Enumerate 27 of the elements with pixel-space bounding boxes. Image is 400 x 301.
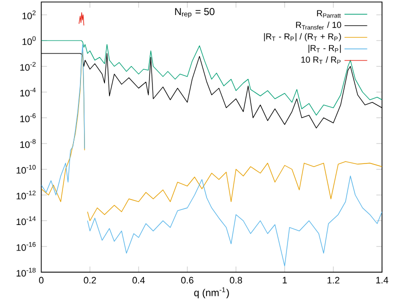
y-tick-label: 10$^{-16}$ bbox=[16, 242, 36, 251]
y-tick-label: 10$^{-2}$ bbox=[20, 62, 36, 70]
legend-label: R$_{Transfer}$ / 10 bbox=[296, 21, 342, 30]
y-tick-label: 10$^{-14}$ bbox=[16, 216, 36, 225]
x-tick-label: 0 bbox=[39, 276, 44, 284]
y-tick-label: 10$^{-8}$ bbox=[20, 138, 36, 148]
y-tick-label: 10$^{-6}$ bbox=[20, 113, 36, 122]
x-tick-label: 0.4 bbox=[132, 276, 145, 284]
y-tick-label: 10$^{-10}$ bbox=[16, 164, 36, 174]
x-tick-label: 0.8 bbox=[230, 276, 242, 284]
y-tick-label: 10$^{-4}$ bbox=[20, 87, 36, 96]
text: |R$_{T}$ - R$_{P}$| / (R$_{T}$ + R$_{P}$) bbox=[264, 32, 341, 42]
y-tick-label: 10$^{2}$ bbox=[22, 10, 36, 19]
x-tick-label: 1.4 bbox=[376, 276, 388, 284]
x-tick-label: 1.2 bbox=[328, 276, 340, 284]
annotation: N$_{rep}$ = 50 bbox=[175, 8, 214, 18]
line-series bbox=[78, 12, 84, 26]
legend-label: |R$_{T}$ - R$_{P}$| bbox=[308, 44, 341, 53]
x-tick-label: 0.6 bbox=[181, 276, 194, 284]
legend-label: R$_{Parratt}$ bbox=[317, 10, 341, 18]
y-tick-label: 10$^{-12}$ bbox=[16, 190, 36, 200]
x-tick-label: 0.2 bbox=[84, 276, 96, 284]
x-axis-title: q (nm$^{-1}$) bbox=[194, 287, 229, 298]
y-tick-label: 10$^{-18}$ bbox=[16, 268, 36, 276]
x-tick-label: 1 bbox=[282, 276, 287, 284]
legend-label: 10 R$_{T}$ / R$_{P}$ bbox=[301, 56, 340, 64]
y-tick-label: 10$^{0}$ bbox=[22, 36, 36, 45]
